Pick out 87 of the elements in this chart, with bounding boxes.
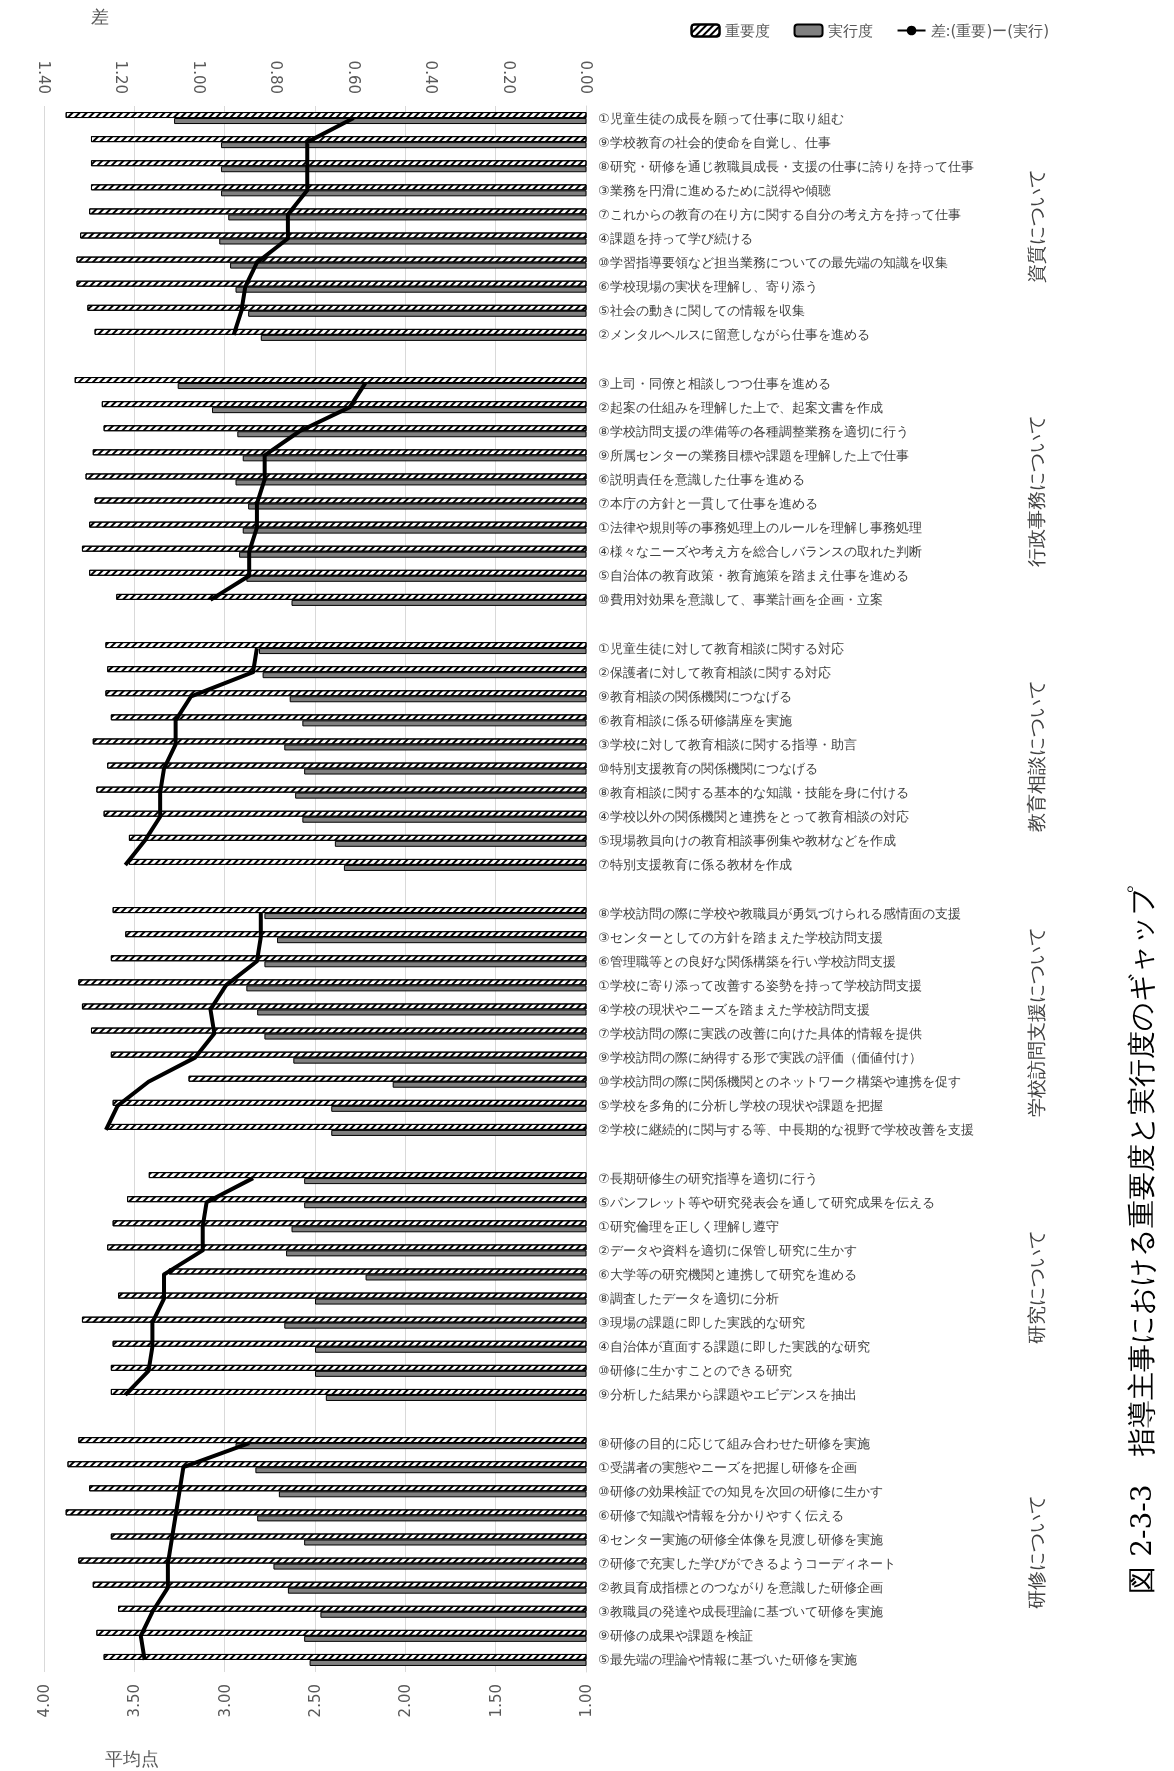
y-tick-label: ③現場の課題に即した実践的な研究 [598,1315,805,1331]
text: 資質について [1025,169,1047,284]
y-tick-label: ⑩研修に生かすことのできる研究 [598,1363,792,1379]
x2-tick-label: 1.00 [189,60,208,94]
y-tick-label: ⑦これからの教育の在り方に関する自分の考え方を持って仕事 [598,206,961,222]
y-tick-label: ⑥説明責任を意識した仕事を進める [598,471,805,487]
y-tick-label: ⑧研修の目的に応じて組み合わせた研修を実施 [598,1435,870,1451]
y-tick-label: ⑧教育相談に関する基本的な知識・技能を身に付ける [598,785,909,801]
y-tick-label: ⑨所属センターの業務目標や課題を理解した上で仕事 [598,447,909,463]
x2-tick-label: 0.20 [499,60,518,94]
y-tick-label: ⑩研修の効果検証での知見を次回の研修に生かす [598,1483,883,1499]
y-tick-label: ④自治体が直面する課題に即した実践的な研究 [598,1339,870,1355]
text: 図 2-3-3 指導主事における重要度と実行度のギャップ [1124,886,1158,1594]
x-tick-label: 1.50 [486,1684,505,1718]
y-tick-label: ⑧調査したデータを適切に分析 [598,1291,779,1307]
y-tick-label: ⑩学習指導要領など担当業務についての最先端の知識を収集 [598,255,948,271]
x-tick-label: 2.50 [306,1684,324,1718]
legend-label: 差:(重要)ー(実行) [930,21,1050,40]
text: 行政事務について [1025,415,1047,568]
text: 研修について [1025,1494,1047,1609]
y-tick-label: ⑤社会の動きに関しての情報を収集 [598,303,805,319]
y-tick-label: ⑩費用対効果を意識して、事業計画を企画・立案 [598,592,883,608]
y-tick-label: ④学校の現状やニーズを踏まえた学校訪問支援 [598,1001,870,1017]
y-tick-label: ⑥教育相談に係る研修講座を実施 [598,712,792,728]
y-tick-label: ①研究倫理を正しく理解し遵守 [598,1218,779,1234]
y-tick-label: ③上司・同僚と相談しつつ仕事を進める [598,375,831,391]
x-tick-label: 1.00 [577,1684,595,1718]
y-tick-label: ①児童生徒に対して教育相談に関する対応 [598,640,844,656]
y-tick-label: ⑨教育相談の関係機関につなげる [598,688,792,704]
text: 教育相談について [1025,680,1047,833]
legend-label: 実行度 [827,21,873,40]
y-tick-label: ⑦本庁の方針と一貫して仕事を進める [598,496,818,512]
x-tick-label: 2.00 [396,1684,415,1718]
y-tick-label: ①学校に寄り添って改善する姿勢を持って学校訪問支援 [598,977,922,993]
y-tick-label: ④様々なニーズや考え方を総合しバランスの取れた判断 [598,544,922,560]
y-tick-label: ⑧学校訪問支援の準備等の各種調整業務を適切に行う [598,423,909,439]
y-tick-label: ⑤パンフレット等や研究発表会を通して研究成果を伝える [598,1194,935,1210]
y-tick-label: ⑧研究・研修を通じ教職員成長・支援の仕事に誇りを持って仕事 [598,158,974,174]
y-tick-label: ①受講者の実態やニーズを把握し研修を企画 [598,1459,857,1475]
y-tick-label: ⑨分析した結果から課題やエビデンスを抽出 [598,1387,857,1403]
y-tick-label: ⑦研修で充実した学びができるようコーディネート [598,1556,896,1572]
y-tick-label: ⑤現場教員向けの教育相談事例集や教材などを作成 [598,833,896,849]
y-tick-label: ②保護者に対して教育相談に関する対応 [598,664,831,680]
y-tick-label: ⑤学校を多角的に分析し学校の現状や課題を把握 [598,1098,883,1114]
y-tick-label: ③学校に対して教育相談に関する指導・助言 [598,736,857,752]
x-tick-label: 4.00 [35,1684,53,1718]
x-axis-title: 平均点 [105,1747,159,1769]
x2-tick-label: 0.40 [422,60,441,94]
y-tick-label: ⑤自治体の教育政策・教育施策を踏まえ仕事を進める [598,568,909,584]
y-tick-label: ⑨学校訪問の際に納得する形で実践の評価（価値付け） [598,1050,922,1066]
text: 研究について [1025,1229,1047,1344]
y-tick-label: ⑥大学等の研究機関と連携して研究を進める [598,1266,857,1282]
y-tick-label: ②データや資料を適切に保管し研究に生かす [598,1242,857,1258]
y-tick-label: ①法律や規則等の事務処理上のルールを理解し事務処理 [598,520,922,536]
y-tick-label: ⑩特別支援教育の関係機関につなげる [598,761,818,777]
y-tick-label: ②教員育成指標とのつながりを意識した研修企画 [598,1580,883,1596]
y-tick-label: ⑥学校現場の実状を理解し、寄り添う [598,279,818,295]
y-tick-label: ⑦長期研修生の研究指導を適切に行う [598,1170,818,1186]
y-tick-label: ②起案の仕組みを理解した上で、起案文書を作成 [598,399,883,415]
y-tick-label: ①児童生徒の成長を願って仕事に取り組む [598,110,844,126]
x2-tick-label: 1.40 [35,60,53,94]
x2-tick-label: 0.80 [267,60,286,94]
y-tick-label: ⑥管理職等との良好な関係構築を行い学校訪問支援 [598,953,896,969]
y-tick-label: ⑨研修の成果や課題を検証 [598,1628,753,1644]
y-tick-label: ④課題を持って学び続ける [598,231,753,247]
y-tick-label: ⑧学校訪問の際に学校や教職員が勇気づけられる感情面の支援 [598,905,961,921]
y-tick-label: ⑨学校教育の社会的使命を自覚し、仕事 [598,134,831,150]
y-tick-label: ⑤最先端の理論や情報に基づいた研修を実施 [598,1652,857,1668]
y-tick-label: ⑦学校訪問の際に実践の改善に向けた具体的情報を提供 [598,1026,922,1042]
y-tick-label: ②メンタルヘルスに留意しながら仕事を進める [598,327,870,343]
x-tick-label: 3.50 [125,1684,144,1718]
y-tick-label: ②学校に継続的に関与する等、中長期的な視野で学校改善を支援 [598,1122,974,1138]
y-tick-label: ④センター実施の研修全体像を見渡し研修を実施 [598,1531,883,1547]
x2-axis-title: 差 [91,5,109,27]
x2-tick-label: 1.20 [112,60,131,94]
y-tick-label: ④学校以外の関係機関と連携をとって教育相談の対応 [598,809,909,825]
y-tick-label: ③業務を円滑に進めるために説得や傾聴 [598,182,831,198]
x-tick-label: 3.00 [215,1684,234,1718]
x2-tick-label: 0.00 [577,60,595,94]
x2-tick-label: 0.60 [344,60,363,94]
y-tick-label: ⑦特別支援教育に係る教材を作成 [598,857,792,873]
y-tick-label: ③教職員の発達や成長理論に基づいて研修を実施 [598,1604,883,1620]
text: 学校訪問支援について [1025,926,1047,1117]
y-tick-label: ⑩学校訪問の際に関係機関とのネットワーク構築や連携を促す [598,1074,961,1090]
y-tick-label: ③センターとしての方針を踏まえた学校訪問支援 [598,929,883,945]
y-tick-label: ⑥研修で知識や情報を分かりやすく伝える [598,1507,844,1523]
legend-label: 重要度 [724,21,770,40]
